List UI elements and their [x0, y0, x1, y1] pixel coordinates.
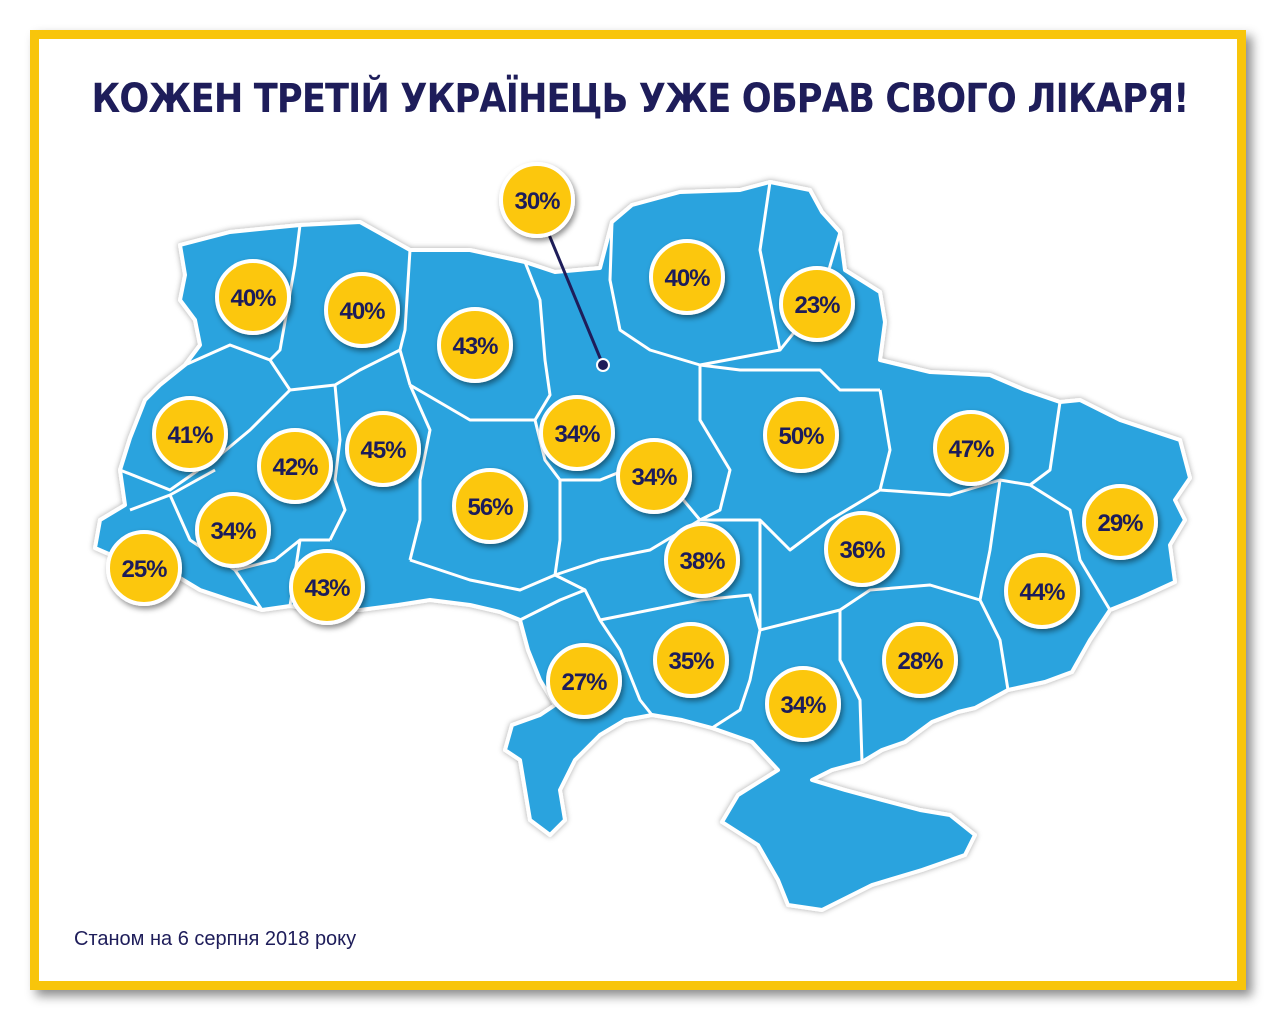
badge-20: 44%	[1004, 553, 1080, 629]
badge-value: 50%	[778, 423, 824, 450]
badge-19: 29%	[1082, 484, 1158, 560]
badge-value: 40%	[339, 298, 385, 325]
badge-value: 38%	[679, 548, 725, 575]
badge-value: 29%	[1097, 510, 1143, 537]
badge-17: 38%	[664, 522, 740, 598]
badge-connector-dot	[596, 358, 610, 372]
badge-connector-line	[543, 224, 605, 366]
badge-value: 25%	[121, 556, 167, 583]
badge-value: 41%	[167, 422, 213, 449]
page-title: КОЖЕН ТРЕТІЙ УКРАЇНЕЦЬ УЖЕ ОБРАВ СВОГО Л…	[91, 76, 1190, 122]
badge-23: 28%	[882, 622, 958, 698]
badge-16: 43%	[289, 549, 365, 625]
badge-value: 56%	[467, 494, 513, 521]
badge-15: 25%	[106, 530, 182, 606]
badge-1: 40%	[324, 272, 400, 348]
badge-value: 45%	[360, 437, 406, 464]
badge-8: 45%	[345, 411, 421, 487]
badge-value: 47%	[948, 436, 994, 463]
badge-value: 43%	[304, 575, 350, 602]
badge-12: 47%	[933, 410, 1009, 486]
badge-value: 43%	[452, 333, 498, 360]
badge-9: 34%	[539, 395, 615, 471]
badge-11: 50%	[763, 397, 839, 473]
badge-2: 43%	[437, 307, 513, 383]
badge-21: 27%	[546, 643, 622, 719]
badge-value: 34%	[631, 464, 677, 491]
badge-10: 34%	[616, 438, 692, 514]
badge-7: 42%	[257, 428, 333, 504]
badge-value: 44%	[1019, 579, 1065, 606]
badge-24: 34%	[765, 666, 841, 742]
badge-value: 34%	[780, 692, 826, 719]
badge-value: 40%	[664, 265, 710, 292]
badge-6: 41%	[152, 396, 228, 472]
badge-value: 34%	[554, 421, 600, 448]
badge-value: 30%	[514, 188, 560, 215]
badge-22: 35%	[653, 622, 729, 698]
badge-4: 40%	[649, 239, 725, 315]
badge-value: 40%	[230, 285, 276, 312]
badge-value: 35%	[668, 648, 714, 675]
badge-value: 27%	[561, 669, 607, 696]
badge-5: 23%	[779, 266, 855, 342]
badge-18: 36%	[824, 511, 900, 587]
badge-value: 23%	[794, 292, 840, 319]
as-of-date-note: Станом на 6 серпня 2018 року	[74, 928, 357, 950]
badge-value: 34%	[210, 518, 256, 545]
badge-3: 30%	[499, 162, 575, 238]
badge-value: 36%	[839, 537, 885, 564]
region-borders	[119, 181, 1112, 763]
badge-value: 42%	[272, 454, 318, 481]
badge-14: 34%	[195, 492, 271, 568]
badge-value: 28%	[897, 648, 943, 675]
badge-13: 56%	[452, 468, 528, 544]
badge-0: 40%	[215, 259, 291, 335]
